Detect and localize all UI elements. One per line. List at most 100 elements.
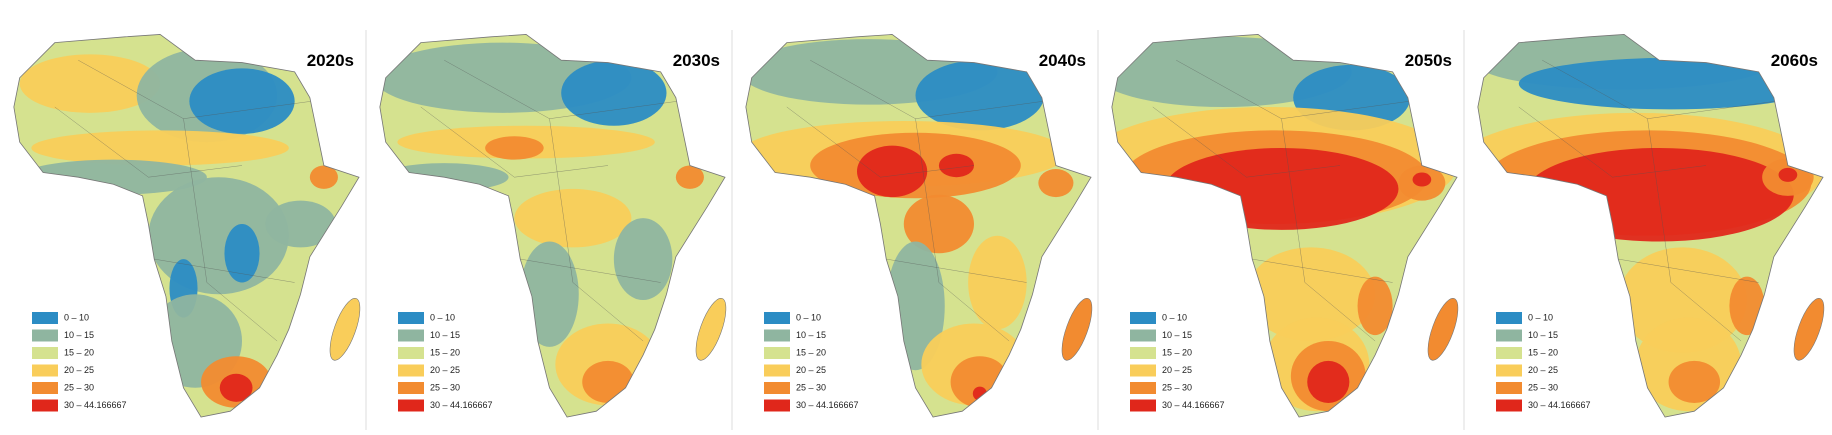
zone [1778,167,1798,182]
zone [189,68,295,134]
map-panel [745,33,1093,418]
zone [1246,247,1376,342]
zone [968,235,1027,330]
climate-zones [19,48,338,408]
legend-swatch [764,364,790,377]
legend-swatch [32,364,58,377]
legend-swatch [1496,329,1522,342]
legend-label: 20 – 25 [796,365,826,375]
legend-swatch [398,347,424,359]
legend-label: 15 – 20 [1162,347,1192,357]
legend-label: 30 – 44.166667 [64,400,127,410]
zone [1729,276,1765,336]
legend-label: 0 – 10 [1528,312,1553,322]
country-border [1152,106,1341,178]
madagascar [329,298,361,361]
madagascar [1061,298,1093,361]
legend-label: 0 – 10 [64,312,89,322]
country-border [1618,258,1759,283]
country-border [1542,59,1777,119]
legend-swatch [1496,347,1522,359]
country-border [915,118,1010,342]
legend-label: 10 – 15 [796,330,826,340]
legend-label: 20 – 25 [430,365,460,375]
zone [857,145,928,198]
zone [1412,172,1432,187]
country-border [1647,118,1742,342]
zone [31,130,289,166]
legend-swatch [32,382,58,394]
legend-label: 30 – 44.166667 [1162,400,1225,410]
legend-label: 0 – 10 [1162,312,1187,322]
panel-title: 2030s [673,51,720,70]
legend-swatch [764,312,790,324]
legend-label: 15 – 20 [430,347,460,357]
legend-swatch [1130,399,1156,412]
country-border [886,258,1027,283]
legend-swatch [1130,329,1156,342]
legend-label: 20 – 25 [1162,365,1192,375]
madagascar [695,298,727,361]
zone [938,153,974,178]
panel-title: 2060s [1771,51,1818,70]
country-border [420,106,609,178]
legend-label: 25 – 30 [1162,382,1192,392]
legend-label: 20 – 25 [64,365,94,375]
legend-swatch [32,312,58,324]
panel-title: 2020s [307,51,354,70]
country-border [154,258,295,283]
legend-label: 25 – 30 [430,382,460,392]
country-border [549,118,644,342]
legend-swatch [764,382,790,394]
zone [224,224,260,283]
legend-label: 15 – 20 [64,347,94,357]
legend-label: 15 – 20 [1528,347,1558,357]
map-panel [1111,33,1459,418]
zone [561,60,667,126]
legend-label: 25 – 30 [1528,382,1558,392]
map-panel [1477,33,1825,418]
country-border [54,106,243,178]
zone [520,241,579,347]
legend-swatch [398,329,424,342]
legend-swatch [764,399,790,412]
legend-swatch [32,329,58,342]
legend-swatch [764,347,790,359]
legend-label: 10 – 15 [1162,330,1192,340]
legend-swatch [398,312,424,324]
zone [950,356,1010,408]
panel-title: 2040s [1039,51,1086,70]
legend-label: 15 – 20 [796,347,826,357]
legend-label: 30 – 44.166667 [1528,400,1591,410]
legend-swatch [32,347,58,359]
madagascar [1793,298,1825,361]
zone [1518,57,1823,110]
zone [219,373,253,402]
legend-label: 10 – 15 [64,330,94,340]
zone [675,165,704,189]
country-border [183,118,278,342]
zone [1524,147,1794,242]
legend-label: 0 – 10 [796,312,821,322]
climate-zones [745,39,1074,408]
legend-swatch [32,399,58,412]
legend-swatch [398,364,424,377]
panel-title: 2050s [1405,51,1452,70]
legend-swatch [764,329,790,342]
zone [903,194,974,254]
country-border [520,258,661,283]
country-border [444,59,679,119]
zone [915,60,1045,131]
legend-label: 30 – 44.166667 [430,400,493,410]
legend-label: 25 – 30 [796,382,826,392]
country-border [1518,106,1707,178]
legend-swatch [1496,382,1522,394]
map-panel [379,33,727,418]
zone [265,200,336,248]
zone [1357,276,1393,336]
legend-swatch [1496,399,1522,412]
country-border [786,106,975,178]
legend-swatch [1496,364,1522,377]
legend-swatch [1130,347,1156,359]
